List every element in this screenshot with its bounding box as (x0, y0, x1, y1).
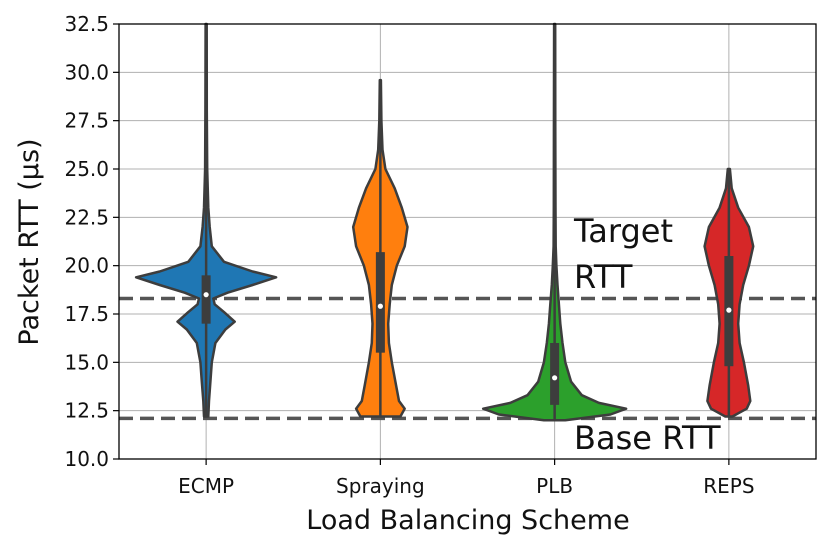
y-tick-label: 10.0 (64, 447, 109, 471)
violin-iqr-box (375, 252, 385, 353)
y-tick-label: 12.5 (64, 399, 109, 423)
violin-median-point (377, 303, 383, 309)
violin-median-point (726, 307, 732, 313)
y-tick-label: 17.5 (64, 302, 109, 326)
target-rtt-annotation-line1: Target (573, 212, 673, 250)
reference-lines (119, 296, 816, 421)
y-tick-labels: 10.0 12.5 15.0 17.5 20.0 22.5 25.0 27.5 30.0 32.5 (64, 12, 119, 471)
y-tick-label: 30.0 (64, 60, 109, 84)
violin-iqr-box (201, 275, 211, 324)
target-rtt-annotation-line2: RTT (574, 258, 633, 296)
violins (134, 22, 755, 422)
x-axis-title: Load Balancing Scheme (306, 505, 629, 536)
plot-frame (118, 23, 817, 460)
x-tick-label: ECMP (178, 474, 234, 498)
violin-median-point (552, 375, 558, 381)
y-axis-title: Packet RTT (μs) (14, 138, 45, 345)
x-tick-labels: ECMP Spraying PLB REPS (178, 459, 755, 498)
x-tick-label: PLB (536, 474, 573, 498)
violin-iqr-box (550, 343, 560, 405)
y-tick-label: 20.0 (64, 254, 109, 278)
violin-median-point (203, 292, 209, 298)
y-tick-label: 15.0 (64, 350, 109, 374)
x-tick-label: Spraying (336, 474, 425, 498)
x-tick-label: REPS (703, 474, 754, 498)
base-rtt-annotation: Base RTT (574, 419, 721, 457)
y-tick-label: 27.5 (64, 109, 109, 133)
y-tick-label: 32.5 (64, 12, 109, 36)
y-tick-label: 25.0 (64, 157, 109, 181)
y-tick-label: 22.5 (64, 205, 109, 229)
